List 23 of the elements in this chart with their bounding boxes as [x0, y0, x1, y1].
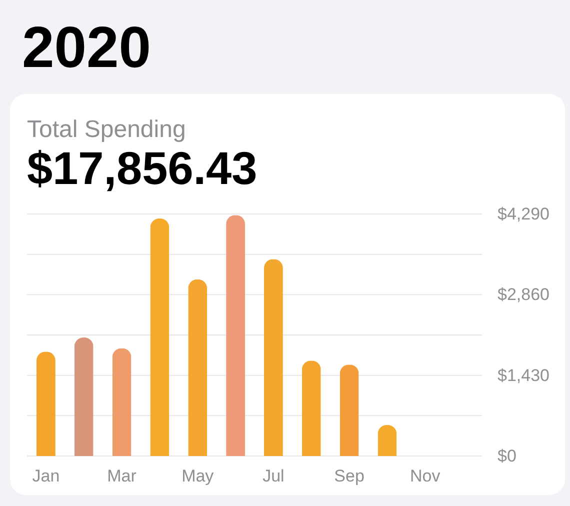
x-tick-label: Jul	[262, 466, 284, 486]
y-tick-label: $4,290	[498, 204, 550, 224]
x-tick-label: Sep	[334, 466, 364, 486]
x-tick-label: Jan	[32, 466, 60, 486]
bar	[112, 348, 132, 456]
bar	[150, 218, 170, 456]
bar	[36, 352, 56, 456]
chart-subtitle: Total Spending	[27, 116, 186, 143]
bar	[302, 360, 321, 456]
y-tick-label: $1,430	[498, 366, 550, 385]
bar	[340, 364, 359, 456]
bar	[378, 424, 397, 456]
x-tick-label: Mar	[107, 466, 137, 486]
y-tick-label: $0	[498, 446, 516, 466]
bar	[74, 338, 94, 456]
text: $17,856.43	[27, 142, 258, 194]
chart-title: 2020	[22, 15, 152, 80]
bar	[264, 259, 283, 456]
y-tick-label: $2,860	[498, 285, 550, 304]
x-tick-label: May	[182, 466, 214, 486]
x-tick-label: Nov	[410, 466, 441, 486]
bar	[226, 215, 246, 456]
bar	[188, 279, 208, 456]
